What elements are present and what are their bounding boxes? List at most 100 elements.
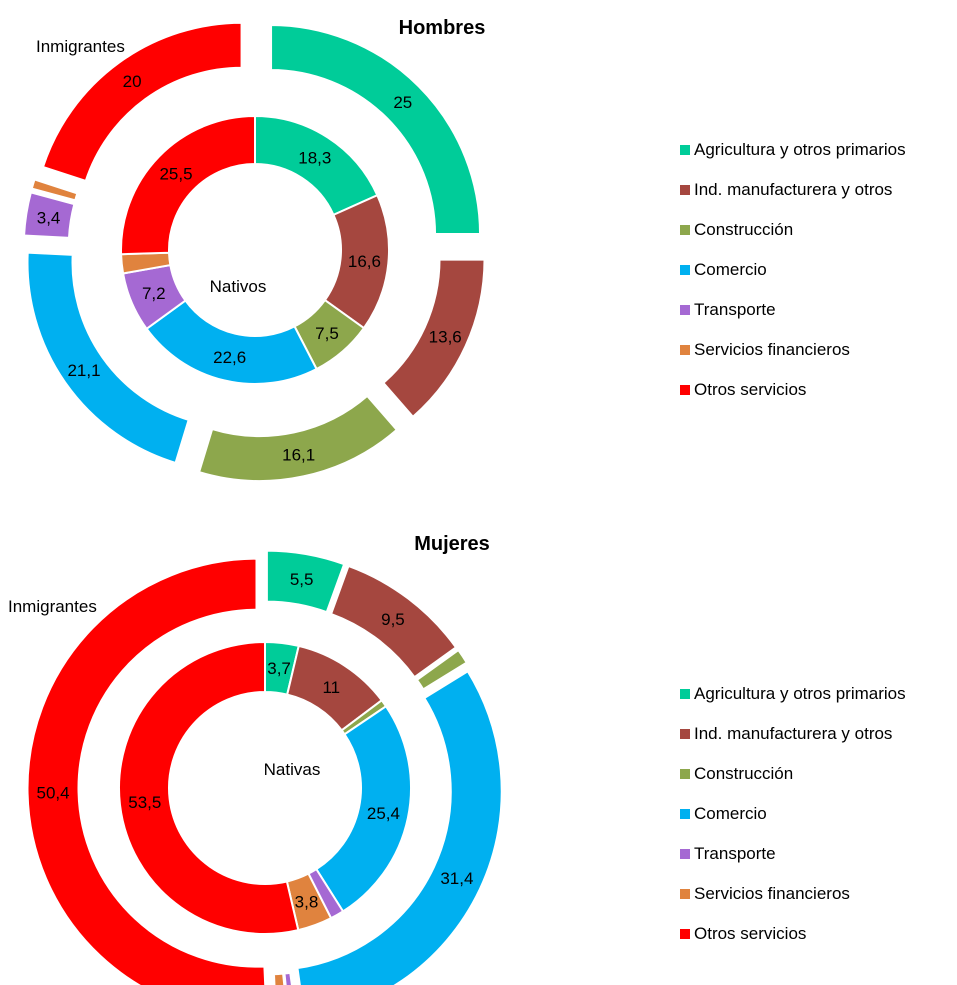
slice-outer-comercio: 21,1 <box>25 250 192 466</box>
legend-label: Comercio <box>694 804 767 823</box>
legend-label: Agricultura y otros primarios <box>694 684 906 703</box>
slice-outer-servicios-financieros <box>29 176 80 203</box>
legend-item-ind-manufacturera-y-otros: Ind. manufacturera y otros <box>680 170 906 210</box>
legend-swatch <box>680 145 690 155</box>
legend-label: Servicios financieros <box>694 884 850 903</box>
legend-item-comercio: Comercio <box>680 794 906 834</box>
legend-item-construccion: Construcción <box>680 754 906 794</box>
legend-item-transporte: Transporte <box>680 834 906 874</box>
slice-inner-agricultura-y-otros-primarios: 18,3 <box>254 114 379 217</box>
slice-inner-comercio-arc <box>314 704 412 913</box>
legend-swatch <box>680 729 690 739</box>
data-label: 13,6 <box>429 328 462 347</box>
legend-label: Agricultura y otros primarios <box>694 140 906 159</box>
chart-title: Mujeres <box>414 533 490 555</box>
legend-label: Otros servicios <box>694 380 807 399</box>
chart-title: Hombres <box>399 17 486 39</box>
slice-outer-comercio-arc <box>25 250 192 466</box>
legend-mujeres: Agricultura y otros primarios Ind. manufa… <box>680 674 906 954</box>
slice-inner-otros-servicios: 53,5 <box>118 640 300 935</box>
slice-outer-agricultura-y-otros-primarios-arc <box>264 548 347 615</box>
slice-outer-ind-manufacturera-y-otros: 9,5 <box>328 563 459 680</box>
legend-swatch <box>680 265 690 275</box>
legend-swatch <box>680 689 690 699</box>
slice-outer-agricultura-y-otros-primarios-arc <box>269 22 483 236</box>
slice-outer-construccion-arc <box>414 647 470 693</box>
data-label: 3,7 <box>267 659 291 678</box>
slice-outer-construccion <box>414 647 470 693</box>
slice-inner-comercio-arc <box>145 299 318 385</box>
legend-hombres: Agricultura y otros primarios Ind. manufa… <box>680 130 906 410</box>
legend-swatch <box>680 809 690 819</box>
outer-ring-label: Inmigrantes <box>8 597 97 616</box>
legend-item-otros-servicios: Otros servicios <box>680 370 906 410</box>
data-label: 18,3 <box>298 149 331 168</box>
data-label: 20 <box>123 72 142 91</box>
slice-inner-comercio: 25,4 <box>314 704 412 913</box>
data-label: 3,8 <box>295 893 319 912</box>
legend-item-agricultura-y-otros-primarios: Agricultura y otros primarios <box>680 130 906 170</box>
legend-label: Ind. manufacturera y otros <box>694 180 893 199</box>
slice-inner-comercio: 22,6 <box>145 299 318 385</box>
legend-label: Transporte <box>694 844 776 863</box>
chart-panel-hombres: Hombres 18,3 16,6 7,5 22,6 7,2 25,5 25 13,6 16,1 2… <box>0 0 957 490</box>
slice-inner-otros-servicios-arc <box>118 640 300 935</box>
legend-item-agricultura-y-otros-primarios: Agricultura y otros primarios <box>680 674 906 714</box>
slice-inner-ind-manufacturera-y-otros: 16,6 <box>323 193 390 330</box>
legend-swatch <box>680 929 690 939</box>
slice-outer-comercio: 31,4 <box>295 668 504 985</box>
slice-outer-ind-manufacturera-y-otros-arc <box>380 257 487 420</box>
donut-chart-hombres: Hombres 18,3 16,6 7,5 22,6 7,2 25,5 25 13,6 16,1 2… <box>21 17 487 483</box>
legend-item-servicios-financieros: Servicios financieros <box>680 330 906 370</box>
data-label: 53,5 <box>128 793 161 812</box>
slice-outer-ind-manufacturera-y-otros: 13,6 <box>380 257 487 420</box>
data-label: 25,5 <box>159 164 192 183</box>
data-label: 25 <box>393 93 412 112</box>
slice-outer-comercio-arc <box>295 668 504 985</box>
slice-outer-servicios-financieros <box>271 971 287 985</box>
legend-label: Construcción <box>694 220 794 239</box>
outer-ring-label: Inmigrantes <box>36 37 125 56</box>
legend-label: Comercio <box>694 260 767 279</box>
data-label: 7,5 <box>315 324 339 343</box>
slice-outer-otros-servicios-arc <box>25 556 268 985</box>
data-label: 16,1 <box>282 445 315 464</box>
slice-outer-servicios-financieros-arc <box>271 971 287 985</box>
chart-panel-mujeres: Mujeres 3,7 11 25,4 3,8 53,5 5,5 9,5 31,4 50,4 Inm… <box>0 490 957 985</box>
legend-item-otros-servicios: Otros servicios <box>680 914 906 954</box>
inner-ring-label: Nativas <box>264 760 321 779</box>
data-label: 16,6 <box>348 252 381 271</box>
slice-outer-otros-servicios: 20 <box>40 20 244 184</box>
data-label: 31,4 <box>440 869 473 888</box>
legend-label: Servicios financieros <box>694 340 850 359</box>
legend-swatch <box>680 849 690 859</box>
slice-outer-transporte-arc <box>21 189 77 240</box>
slice-outer-servicios-financieros-arc <box>29 176 80 203</box>
donut-chart-mujeres: Mujeres 3,7 11 25,4 3,8 53,5 5,5 9,5 31,4 50,4 Inm… <box>8 533 504 985</box>
slice-outer-agricultura-y-otros-primarios: 5,5 <box>264 548 347 615</box>
legend-swatch <box>680 225 690 235</box>
slice-outer-ind-manufacturera-y-otros-arc <box>328 563 459 680</box>
legend-swatch <box>680 185 690 195</box>
data-label: 25,4 <box>367 804 400 823</box>
slice-inner-otros-servicios-arc <box>120 114 256 256</box>
legend-item-transporte: Transporte <box>680 290 906 330</box>
legend-item-comercio: Comercio <box>680 250 906 290</box>
legend-label: Transporte <box>694 300 776 319</box>
legend-swatch <box>680 385 690 395</box>
slice-outer-transporte: 3,4 <box>21 189 77 240</box>
legend-item-ind-manufacturera-y-otros: Ind. manufacturera y otros <box>680 714 906 754</box>
data-label: 3,4 <box>37 208 61 227</box>
legend-label: Construcción <box>694 764 794 783</box>
data-label: 21,1 <box>67 361 100 380</box>
legend-swatch <box>680 345 690 355</box>
legend-swatch <box>680 889 690 899</box>
legend-item-construccion: Construcción <box>680 210 906 250</box>
slice-outer-construccion-arc <box>196 393 400 483</box>
data-label: 9,5 <box>381 610 405 629</box>
data-label: 22,6 <box>213 348 246 367</box>
legend-label: Otros servicios <box>694 924 807 943</box>
legend-swatch <box>680 769 690 779</box>
legend-swatch <box>680 305 690 315</box>
legend-item-servicios-financieros: Servicios financieros <box>680 874 906 914</box>
